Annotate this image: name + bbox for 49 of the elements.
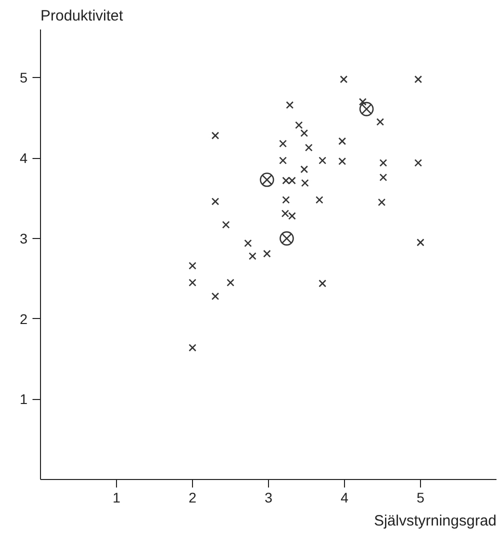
point	[279, 156, 287, 164]
x-tick-label: 5	[416, 490, 425, 506]
point	[226, 278, 234, 286]
point	[414, 159, 422, 167]
point	[188, 262, 196, 270]
point	[260, 172, 274, 187]
point	[211, 292, 220, 300]
point	[248, 252, 256, 260]
point	[379, 159, 388, 167]
point	[244, 239, 252, 248]
x-tick-label: 4	[340, 490, 349, 506]
y-tick-label: 5	[20, 70, 28, 86]
y-axis-title: Produktivitet	[40, 8, 124, 24]
point	[316, 196, 324, 204]
y-tick-label: 3	[20, 230, 28, 246]
point	[279, 140, 287, 148]
point	[222, 220, 230, 229]
point	[188, 344, 196, 352]
point	[300, 165, 308, 174]
y-tick-label: 1	[20, 391, 28, 408]
point	[300, 129, 308, 137]
x-tick-label: 2	[188, 490, 197, 506]
point	[286, 101, 294, 109]
point	[304, 144, 313, 152]
point	[376, 118, 384, 126]
point	[318, 156, 326, 164]
x-tick-label: 3	[264, 490, 273, 506]
point	[295, 121, 303, 129]
point	[211, 198, 220, 206]
point	[378, 198, 386, 206]
x-axis-title: Självstyrningsgrad	[374, 512, 497, 530]
point	[379, 174, 388, 182]
point	[188, 278, 196, 286]
point	[211, 132, 220, 140]
point	[416, 238, 424, 246]
point	[338, 157, 346, 166]
point	[358, 98, 367, 106]
point	[359, 102, 374, 116]
x-tick-label: 1	[112, 490, 121, 506]
y-tick-label: 4	[20, 150, 28, 166]
point	[263, 250, 271, 258]
point	[414, 75, 422, 84]
point	[280, 231, 294, 246]
point	[338, 137, 346, 146]
y-tick-label: 2	[20, 310, 28, 327]
point	[318, 280, 326, 288]
point	[282, 196, 290, 204]
point	[301, 179, 309, 187]
point	[340, 75, 348, 84]
